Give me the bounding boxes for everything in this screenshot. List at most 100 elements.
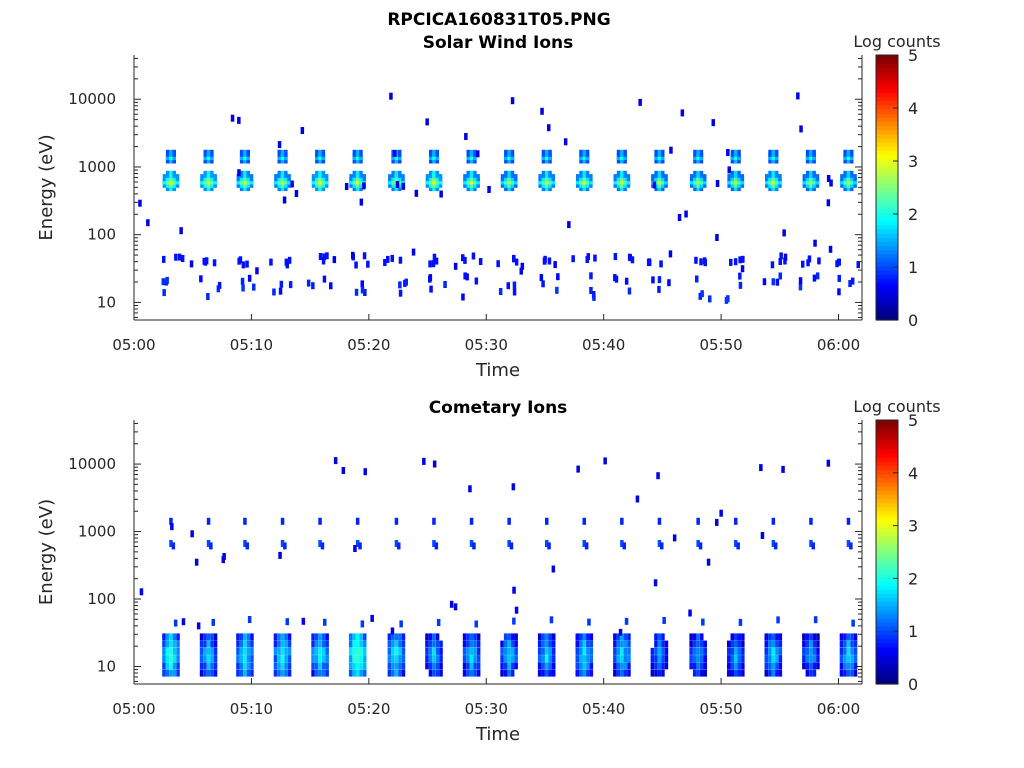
peak-cell (537, 647, 542, 655)
peak-cell (775, 640, 779, 648)
peak-cell (778, 633, 783, 641)
peak-cell (203, 633, 207, 641)
peak-cell (627, 633, 631, 641)
peak-cell (176, 662, 180, 670)
peak-cell (273, 647, 278, 655)
peak-cell (771, 633, 776, 641)
peak-cell (552, 662, 556, 670)
peak-cell (236, 633, 240, 641)
peak-cell (462, 662, 467, 670)
heatmap-cell (582, 540, 586, 547)
peak-cell (428, 633, 433, 641)
peak-cell (476, 662, 481, 670)
heatmap-cell (817, 257, 821, 265)
peak-cell (206, 170, 211, 178)
colorbar-swatch (876, 55, 898, 60)
heatmap-cell (618, 628, 623, 636)
peak-cell (284, 170, 288, 178)
peak-cell (425, 662, 429, 670)
peak-cell (585, 170, 590, 178)
peak-cell (239, 662, 244, 670)
peak-cell (203, 647, 207, 655)
peak-cell (734, 640, 738, 648)
peak-cell (768, 633, 772, 641)
heatmap-cell (471, 252, 476, 260)
peak-cell (387, 669, 392, 677)
x-tick-label: 05:20 (347, 336, 390, 354)
heatmap-cell (603, 457, 607, 465)
peak-cell (700, 655, 704, 663)
peak-cell (476, 174, 480, 182)
peak-cell (503, 655, 508, 663)
colorbar-swatch (876, 663, 898, 669)
heatmap-cell (496, 260, 500, 268)
peak-cell (391, 170, 395, 178)
peak-cell (435, 640, 440, 648)
peak-cell (394, 633, 399, 641)
peak-cell (589, 669, 594, 677)
peak-cell (802, 633, 806, 641)
peak-cell (616, 669, 621, 677)
heatmap-cell (180, 255, 185, 262)
peak-cell (771, 170, 776, 178)
peak-cell (352, 647, 356, 655)
colorbar-swatch (876, 187, 898, 193)
peak-cell (730, 662, 734, 670)
peak-cell (703, 669, 707, 677)
heatmap-cell (390, 254, 394, 262)
heatmap-cell (469, 517, 474, 525)
peak-cell (500, 662, 504, 670)
peak-cell (664, 640, 669, 648)
peak-cell (850, 655, 854, 663)
peak-cell (775, 662, 779, 670)
peak-cell (476, 655, 481, 663)
peak-cell (661, 149, 665, 157)
heatmap-cell (247, 616, 252, 623)
heatmap-cell (431, 260, 436, 268)
peak-cell (853, 655, 858, 663)
heatmap-cell (589, 287, 593, 294)
peak-cell (664, 174, 668, 182)
peak-cell (213, 640, 218, 648)
peak-cell (853, 647, 858, 655)
heatmap-cell (620, 517, 624, 525)
heatmap-cell (240, 277, 245, 285)
peak-cell (280, 647, 285, 655)
peak-cell (325, 640, 329, 648)
colorbar-swatch (876, 622, 898, 627)
peak-cell (627, 655, 631, 663)
peak-cell (700, 669, 704, 677)
peak-cell (348, 640, 353, 648)
peak-cell (839, 633, 844, 641)
heatmap-cell (506, 282, 510, 290)
peak-cell (802, 640, 806, 648)
peak-cell (162, 662, 166, 670)
peak-cell (213, 647, 218, 655)
peak-cell (280, 149, 285, 157)
peak-cell (210, 633, 214, 641)
heatmap-cell (667, 279, 671, 287)
colorbar-swatch (876, 465, 898, 471)
x-tick-label: 05:50 (699, 336, 742, 354)
peak-cell (696, 640, 700, 648)
heatmap-cell (169, 517, 173, 525)
peak-cell (616, 647, 621, 655)
heatmap-cell (360, 286, 365, 294)
peak-cell (727, 662, 731, 670)
peak-cell (199, 669, 204, 677)
heatmap-cell (849, 542, 853, 550)
colorbar-swatch (876, 179, 898, 184)
heatmap-cell (813, 239, 817, 247)
heatmap-cell (363, 289, 367, 296)
colorbar-swatch (876, 469, 898, 475)
peak-cell (321, 669, 326, 677)
peak-cell (853, 669, 858, 677)
peak-cell (287, 174, 291, 182)
heatmap-cell (653, 579, 658, 587)
colorbar-tick-label: 2 (908, 569, 918, 588)
peak-cell (510, 633, 515, 641)
heatmap-cell (592, 293, 596, 301)
peak-cell (689, 633, 693, 641)
heatmap-cell (390, 627, 395, 635)
peak-cell (203, 669, 207, 677)
